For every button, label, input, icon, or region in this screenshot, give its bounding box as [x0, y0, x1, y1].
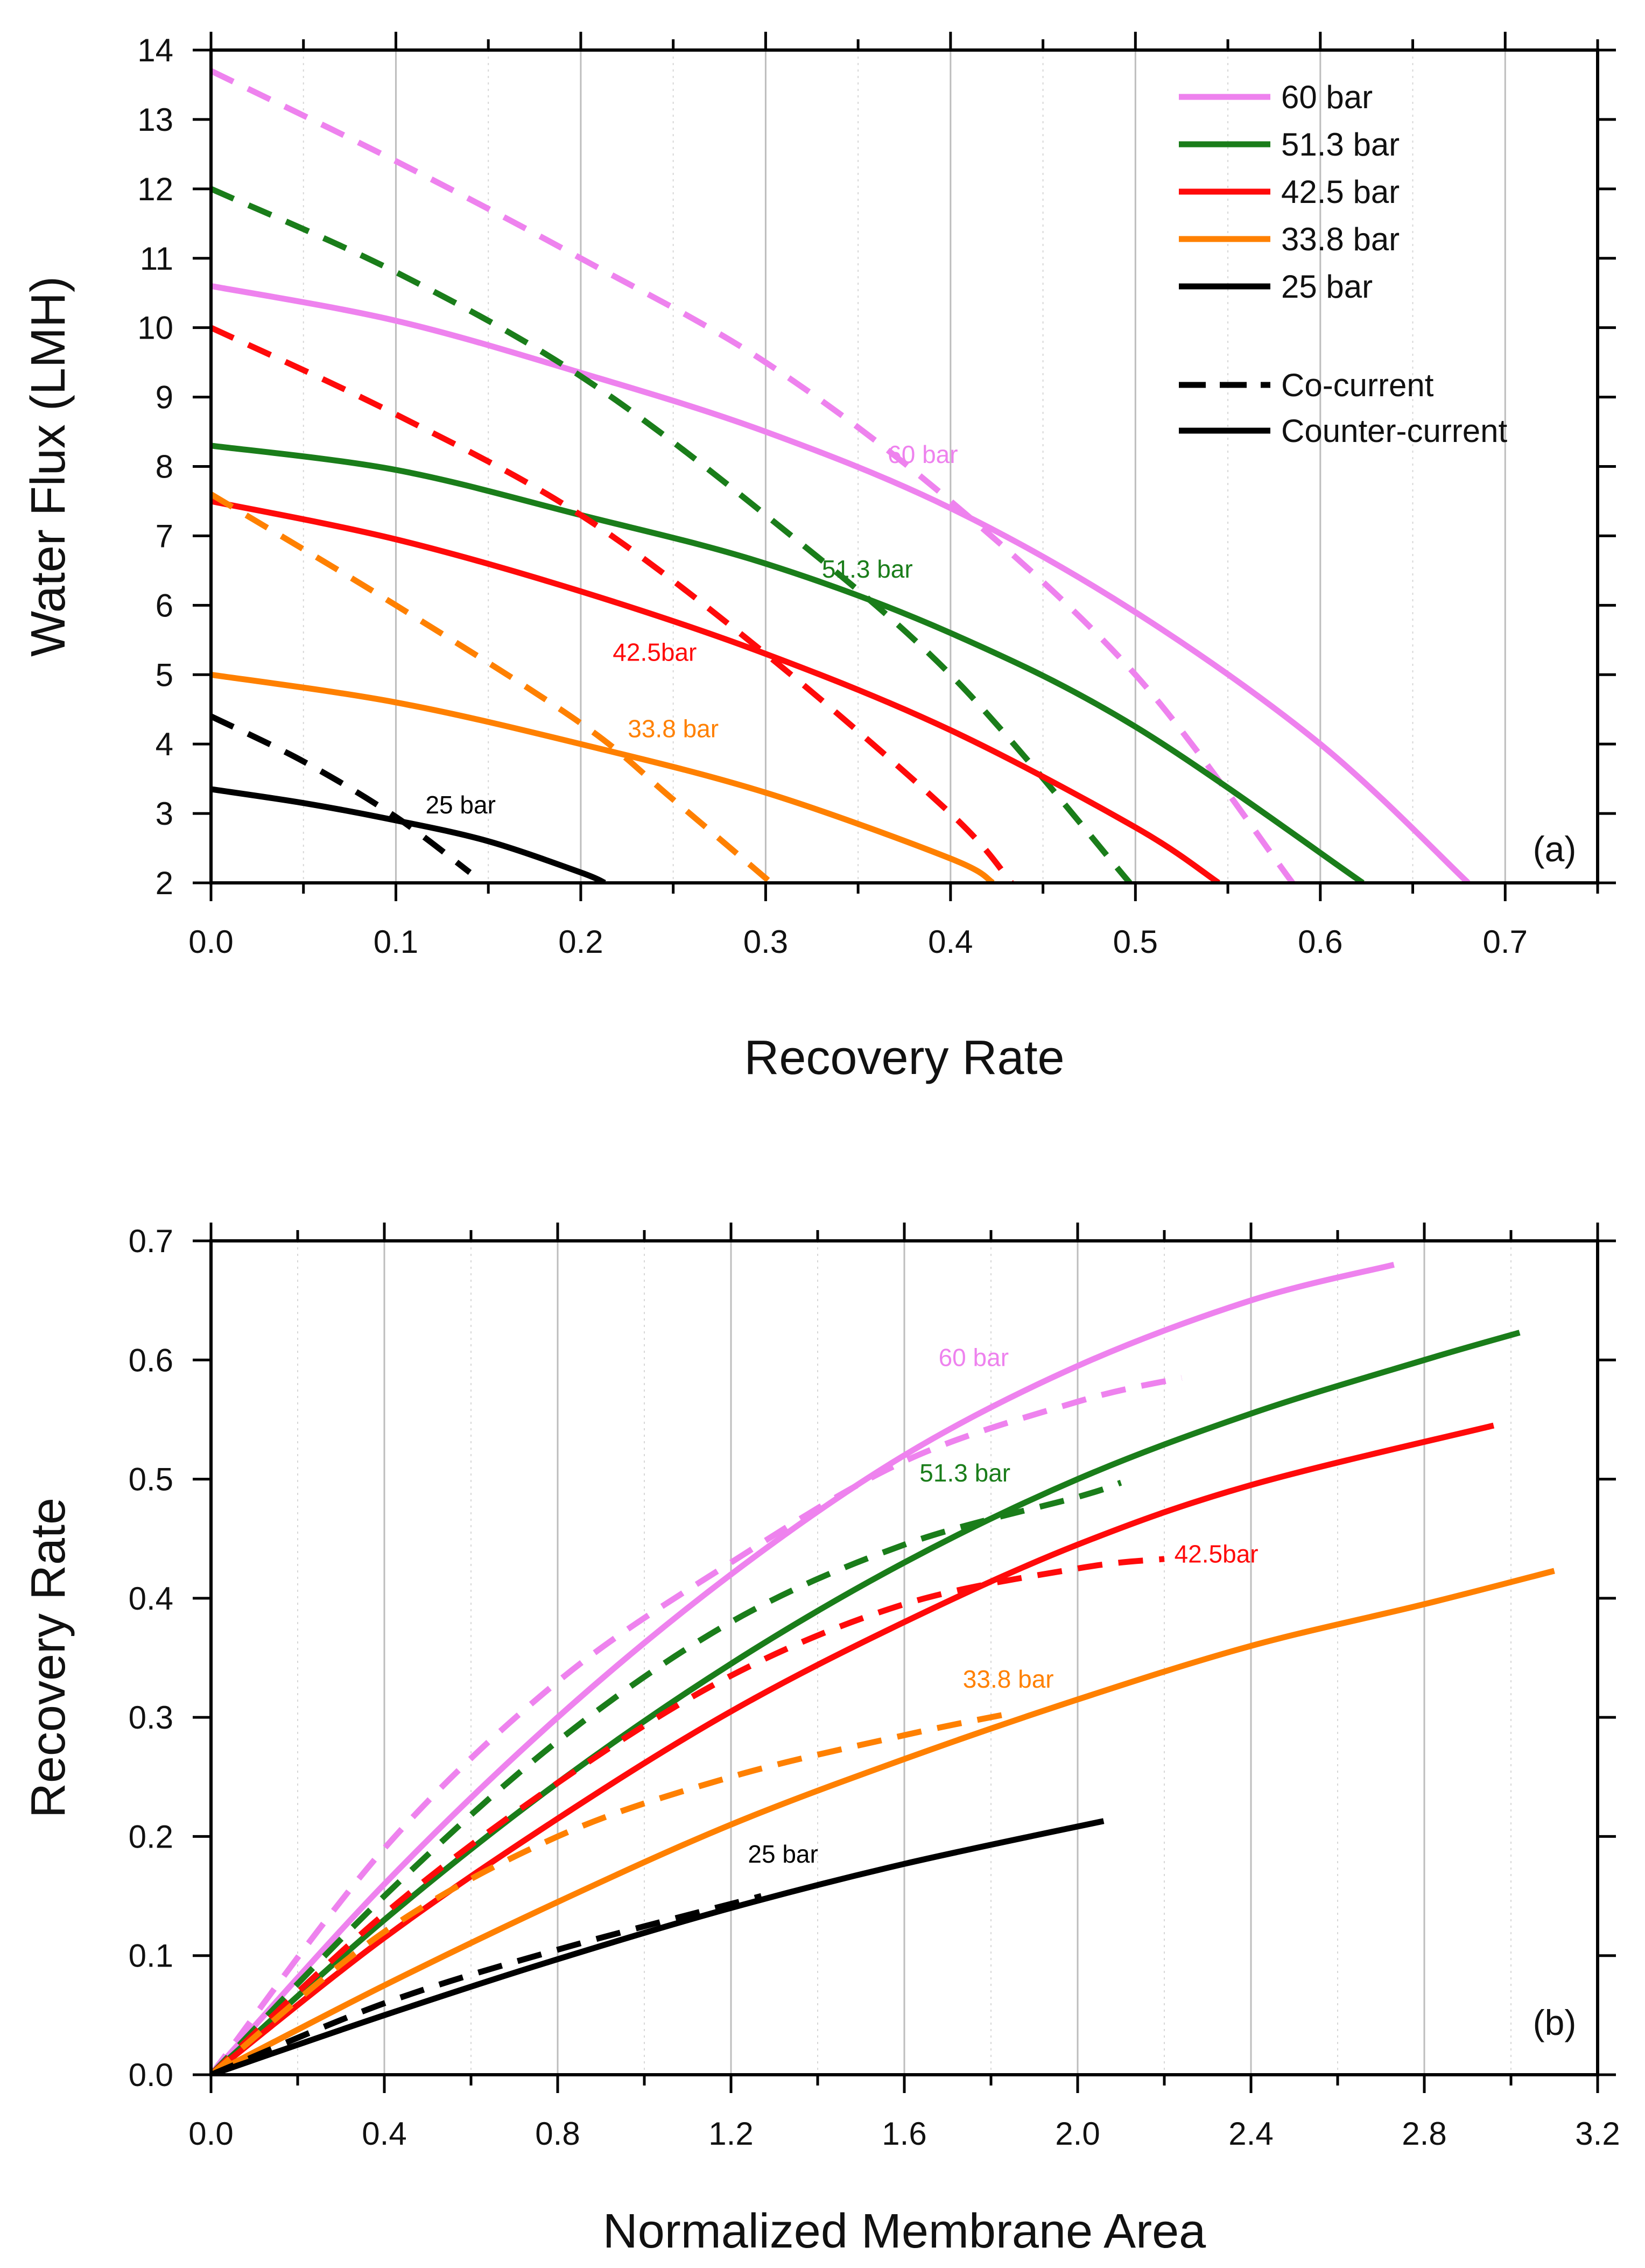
series-42-5-bar-co-current — [211, 325, 1014, 883]
x-tick-label: 0.1 — [374, 924, 418, 960]
y-axis-title: Water Flux (LMH) — [22, 276, 75, 657]
x-tick-label: 1.2 — [708, 2116, 753, 2152]
curve-label-51-3-bar: 51.3 bar — [822, 555, 913, 583]
y-tick-label: 9 — [156, 380, 173, 416]
x-tick-label: 0.6 — [1298, 924, 1342, 960]
series-51-3-bar-counter-current — [211, 443, 1365, 883]
series-60-bar-counter-current — [211, 283, 1471, 883]
x-axis-title: Normalized Membrane Area — [603, 2204, 1206, 2258]
x-axis-title: Recovery Rate — [744, 1031, 1064, 1085]
panel-tag: (a) — [1533, 829, 1577, 869]
x-tick-label: 2.8 — [1402, 2116, 1446, 2152]
series-60-bar-counter-current — [211, 1261, 1395, 2075]
curve-label-51-3-bar: 51.3 bar — [919, 1459, 1010, 1487]
curve-label-60-bar: 60 bar — [939, 1343, 1009, 1371]
series-42-5-bar-counter-current — [211, 498, 1220, 883]
y-tick-label: 2 — [156, 865, 173, 901]
y-tick-label: 0.6 — [129, 1342, 173, 1378]
series-33-8-bar-counter-current — [211, 1568, 1555, 2075]
y-tick-label: 0.0 — [129, 2057, 173, 2093]
panel-a-water-flux-vs-recovery: 60 bar 51.3 bar 42.5bar 33.8 bar 25 bar 0.0 0.… — [22, 32, 1616, 1085]
legend-label-60-bar: 60 bar — [1281, 79, 1373, 115]
x-tick-label: 0.8 — [535, 2116, 580, 2152]
x-tick-label: 0.4 — [928, 924, 973, 960]
legend-label-co-current: Co-current — [1281, 367, 1434, 403]
x-tick-label: 0.0 — [188, 924, 233, 960]
legend-label-42-5-bar: 42.5 bar — [1281, 174, 1400, 210]
x-tick-label: 3.2 — [1575, 2116, 1620, 2152]
series-33-8-bar-counter-current — [211, 671, 995, 883]
series-33-8-bar-co-current — [211, 491, 774, 883]
y-tick-label: 3 — [156, 796, 173, 832]
legend-label-counter-current: Counter-current — [1281, 413, 1508, 449]
series-33-8-bar-co-current — [211, 1711, 1009, 2075]
y-tick-label: 0.4 — [129, 1581, 173, 1617]
legend-label-51-3-bar: 51.3 bar — [1281, 127, 1400, 163]
y-tick-label: 0.2 — [129, 1818, 173, 1855]
series-group — [211, 1261, 1555, 2075]
legend-label-33-8-bar: 33.8 bar — [1281, 221, 1400, 257]
curve-label-25-bar: 25 bar — [748, 1840, 818, 1868]
x-tick-label: 0.2 — [558, 924, 603, 960]
curve-label-42-5bar: 42.5bar — [613, 638, 697, 666]
curve-label-42-5bar: 42.5bar — [1175, 1540, 1259, 1568]
y-tick-label: 8 — [156, 449, 173, 485]
y-tick-label: 13 — [137, 102, 173, 138]
series-25-bar-co-current — [211, 1893, 762, 2075]
y-tick-label: 12 — [137, 171, 173, 207]
panel-b-recovery-vs-membrane-area: 60 bar 51.3 bar 42.5bar 33.8 bar 25 bar 0.0 0.… — [22, 1223, 1620, 2258]
y-tick-label: 11 — [140, 241, 173, 277]
y-tick-label: 0.7 — [129, 1223, 173, 1259]
y-tick-label: 7 — [156, 518, 173, 554]
series-42-5-bar-co-current — [211, 1556, 1165, 2075]
x-tick-label: 0.5 — [1113, 924, 1158, 960]
y-tick-label: 0.3 — [129, 1700, 173, 1736]
y-tick-label: 0.5 — [129, 1462, 173, 1498]
y-tick-label: 4 — [156, 726, 173, 762]
legend-label-25-bar: 25 bar — [1281, 269, 1373, 305]
series-51-3-bar-co-current — [211, 1479, 1122, 2075]
legend: 60 bar 51.3 bar 42.5 bar 33.8 bar 25 bar Co-c… — [1179, 79, 1508, 449]
x-tick-label: 0.4 — [362, 2116, 406, 2152]
series-25-bar-counter-current — [211, 1818, 1105, 2075]
curve-label-60-bar: 60 bar — [888, 440, 958, 468]
x-tick-label: 1.6 — [882, 2116, 926, 2152]
series-51-3-bar-co-current — [211, 186, 1133, 883]
y-tick-label: 0.1 — [129, 1938, 173, 1974]
series-group — [211, 68, 1471, 883]
y-tick-label: 10 — [137, 310, 173, 346]
series-25-bar-counter-current — [211, 786, 606, 883]
x-tick-label: 0.0 — [188, 2116, 233, 2152]
panel-tag: (b) — [1533, 2003, 1577, 2042]
series-60-bar-co-current — [211, 68, 1295, 883]
curve-label-25-bar: 25 bar — [425, 791, 495, 819]
x-tick-label: 0.7 — [1483, 924, 1528, 960]
x-tick-label: 0.3 — [743, 924, 788, 960]
curve-label-33-8-bar: 33.8 bar — [628, 714, 719, 742]
series-51-3-bar-counter-current — [211, 1330, 1521, 2075]
series-60-bar-co-current — [211, 1375, 1183, 2075]
x-tick-label: 2.4 — [1228, 2116, 1273, 2152]
y-axis-title: Recovery Rate — [22, 1498, 75, 1818]
y-tick-label: 5 — [156, 657, 173, 693]
y-tick-label: 6 — [156, 587, 173, 623]
series-42-5-bar-counter-current — [211, 1422, 1495, 2075]
curve-label-33-8-bar: 33.8 bar — [963, 1665, 1054, 1693]
y-tick-label: 14 — [137, 32, 173, 68]
series-25-bar-co-current — [211, 713, 472, 875]
x-tick-label: 2.0 — [1055, 2116, 1100, 2152]
